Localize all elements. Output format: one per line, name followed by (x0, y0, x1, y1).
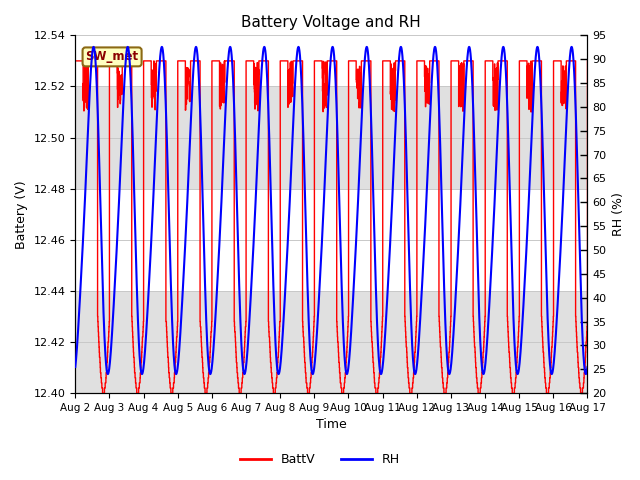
Bar (76, 86, 588, 189)
Title: Battery Voltage and RH: Battery Voltage and RH (241, 15, 421, 30)
Bar (76, 291, 588, 393)
Y-axis label: Battery (V): Battery (V) (15, 180, 28, 249)
Y-axis label: RH (%): RH (%) (612, 192, 625, 236)
Legend: BattV, RH: BattV, RH (235, 448, 405, 471)
Text: SW_met: SW_met (86, 50, 139, 63)
X-axis label: Time: Time (316, 419, 347, 432)
